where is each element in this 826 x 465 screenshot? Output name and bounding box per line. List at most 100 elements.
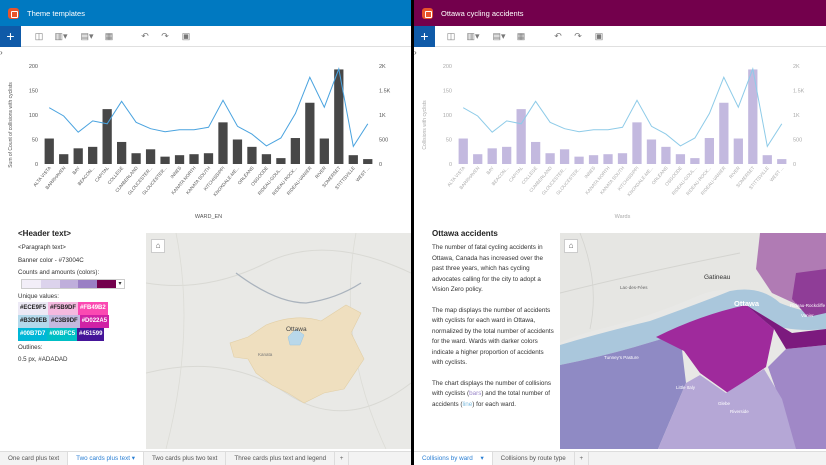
toolbar: + ◫ ▥▾ ▤▾ ▦ ↶ ↷ ▣	[414, 26, 826, 47]
color-ramp[interactable]: ▾	[21, 279, 125, 289]
add-card-button[interactable]: +	[414, 26, 435, 47]
expand-panel-icon[interactable]: ›	[414, 48, 417, 57]
chart-icon[interactable]: ▥▾	[54, 31, 68, 41]
paragraph-1: The number of fatal cycling accidents in…	[432, 244, 543, 293]
bar	[174, 155, 185, 164]
bar	[559, 149, 570, 164]
map-label: Tunney's Pasture	[604, 355, 639, 360]
map-left-canvas	[146, 233, 411, 449]
bar	[145, 149, 156, 164]
tab-one-card-plus-text[interactable]: One card plus text	[0, 452, 69, 465]
tab-menu-icon[interactable]: ▾	[480, 455, 484, 462]
map-icon[interactable]: ◫	[34, 31, 44, 41]
bar	[276, 158, 286, 164]
color-swatch[interactable]: #C3B9DF	[49, 315, 80, 328]
bar	[545, 153, 555, 164]
chart-icon[interactable]: ▥▾	[466, 31, 480, 41]
ramp-stop	[40, 280, 60, 288]
tab-three-cards-plus-text-and-legend[interactable]: Three cards plus text and legend	[226, 452, 336, 465]
x-tick-label: RIVER	[728, 165, 741, 179]
y-tick-label: 50	[446, 138, 452, 144]
series-line	[48, 67, 369, 148]
color-swatch[interactable]: #00B7D7	[18, 328, 48, 341]
map-label: Glebe	[718, 401, 731, 406]
add-card-button[interactable]: +	[0, 26, 21, 47]
y-axis-label: Sum of Count of collisions with cyclists	[8, 82, 14, 168]
tab-two-cards-plus-text[interactable]: Two cards plus text ▾	[68, 452, 144, 465]
y2-tick-label: 1K	[793, 113, 800, 119]
table-icon[interactable]: ▤▾	[492, 31, 506, 41]
ramp-stop	[97, 280, 116, 288]
tab-bar: Collisions by ward ▾ Collisions by route…	[414, 451, 826, 465]
x-tick-label: INNES	[169, 165, 182, 179]
bar	[189, 154, 199, 164]
color-swatch[interactable]: #F5B9DF	[48, 302, 79, 315]
map-left[interactable]: Ottawa Kanata ⌂	[146, 233, 411, 449]
bar	[487, 148, 497, 164]
color-swatch[interactable]: #FB49B2	[78, 302, 108, 315]
para3-text-c: ) for each ward.	[472, 400, 517, 408]
add-tab-icon[interactable]: +	[575, 452, 589, 465]
tab-menu-icon[interactable]: ▾	[131, 455, 135, 462]
bar	[675, 154, 686, 164]
expand-panel-icon[interactable]: ›	[0, 48, 3, 57]
para3-text-b: ) and the total number of accidents (	[432, 390, 550, 408]
bar	[516, 109, 526, 164]
layout-icon[interactable]: ▣	[594, 31, 604, 41]
map-right[interactable]: Lac-des-Fées Gatineau Ottawa Vanier Ride…	[560, 233, 826, 449]
map-icon[interactable]: ◫	[446, 31, 456, 41]
color-swatch[interactable]: #D022A5	[79, 315, 110, 328]
table-icon[interactable]: ▤▾	[80, 31, 94, 41]
y-tick-label: 200	[443, 64, 452, 70]
add-tab-icon[interactable]: +	[335, 452, 350, 465]
bar	[160, 156, 170, 164]
tab-bar: One card plus text Two cards plus text ▾…	[0, 451, 411, 465]
color-swatch[interactable]: #00BFC5	[47, 328, 78, 341]
map-sub-label: Kanata	[258, 352, 273, 357]
redo-icon[interactable]: ↷	[161, 31, 169, 41]
bar	[88, 146, 98, 164]
bar	[261, 154, 272, 164]
tab-collisions-by-route-type[interactable]: Collisions by route type	[493, 452, 575, 465]
home-icon[interactable]: ⌂	[564, 239, 578, 253]
bar	[102, 109, 112, 164]
bar	[748, 69, 758, 164]
tab-collisions-by-ward[interactable]: Collisions by ward ▾	[414, 452, 493, 465]
bar	[73, 148, 83, 164]
x-tick-label: KNOXDALE-ME...	[212, 165, 240, 197]
bar	[777, 159, 787, 164]
bar	[473, 154, 483, 164]
counts-label: Counts and amounts (colors):	[18, 269, 100, 276]
home-icon[interactable]: ⌂	[151, 239, 165, 253]
bar	[719, 102, 729, 164]
y2-tick-label: 2K	[379, 64, 386, 70]
text-card-icon[interactable]: ▦	[104, 31, 114, 41]
bar	[348, 155, 358, 164]
template-text-card: <Header text> <Paragraph text> Banner co…	[18, 229, 140, 369]
redo-icon[interactable]: ↷	[574, 31, 582, 41]
banner: Ottawa cycling accidents	[414, 0, 826, 26]
color-swatch[interactable]: #451599	[77, 328, 105, 341]
text-card-icon[interactable]: ▦	[516, 31, 526, 41]
color-swatch[interactable]: #B3D9EB	[18, 315, 50, 328]
layout-icon[interactable]: ▣	[181, 31, 191, 41]
x-axis-label: WARD_EN	[195, 214, 222, 220]
map-label: Gatineau	[704, 274, 731, 281]
y2-tick-label: 2K	[793, 64, 800, 70]
x-tick-label: KNOXDALE-ME...	[626, 165, 654, 197]
bar	[661, 146, 671, 164]
paragraph-2: The map displays the number of accidents…	[432, 306, 554, 367]
bar	[690, 158, 700, 164]
right-pane: Ottawa cycling accidents + ◫ ▥▾ ▤▾ ▦ ↶ ↷…	[414, 0, 826, 465]
bars-highlight: bars	[469, 390, 482, 397]
undo-icon[interactable]: ↶	[141, 31, 149, 41]
y-tick-label: 150	[443, 89, 452, 95]
bar	[232, 139, 243, 164]
bar	[218, 122, 228, 164]
y2-tick-label: 500	[793, 138, 802, 144]
tab-two-cards-plus-two-text[interactable]: Two cards plus two text	[144, 452, 227, 465]
undo-icon[interactable]: ↶	[554, 31, 562, 41]
color-swatch[interactable]: #ECE9F5	[18, 302, 49, 315]
